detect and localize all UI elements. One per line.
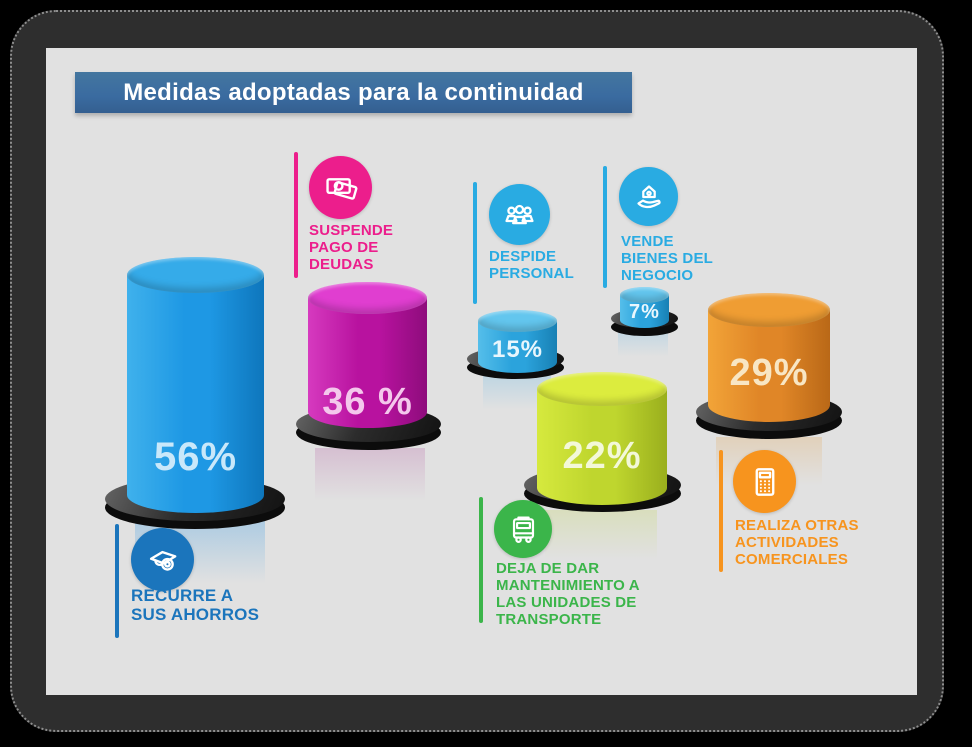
cylinder-body <box>308 298 427 428</box>
page-title: Medidas adoptadas para la continuidad <box>75 72 632 113</box>
cylinder-top <box>537 372 667 406</box>
cylinder-body <box>127 275 264 513</box>
measure-label: DEJA DE DAR MANTENIMIENTO A LAS UNIDADES… <box>496 560 640 629</box>
bar-value: 7% <box>629 301 660 323</box>
cylinder-top <box>478 310 557 332</box>
bar-value: 29% <box>729 352 809 394</box>
cylinder-body <box>537 389 667 505</box>
measure-label: RECURRE A SUS AHORROS <box>131 586 260 625</box>
calculator-glyph <box>755 467 774 496</box>
measure-label: SUSPENDE PAGO DE DEUDAS <box>309 222 394 274</box>
calculator-icon <box>733 450 796 513</box>
cylinder-body <box>708 310 830 422</box>
cylinder-top <box>708 293 830 327</box>
accent-line <box>473 182 477 304</box>
house-in-hand-icon <box>619 167 678 226</box>
people-group-icon <box>489 184 550 245</box>
accent-line <box>603 166 607 288</box>
truck-icon <box>494 500 552 558</box>
cylinder-reflection <box>315 448 425 508</box>
cylinder-top <box>127 257 264 293</box>
cylinder-top <box>620 287 669 303</box>
accent-line <box>115 524 119 638</box>
cylinder-reflection <box>618 332 668 360</box>
house-in-hand-glyph <box>636 184 661 208</box>
bar-value: 56% <box>153 435 238 479</box>
bar-value: 22% <box>562 435 642 477</box>
banknotes-icon <box>309 156 372 219</box>
accent-line <box>719 450 723 572</box>
bar-value: 15% <box>491 336 544 363</box>
coin-in-hand-glyph <box>149 550 176 571</box>
people-group-glyph <box>505 204 534 225</box>
accent-line <box>294 152 298 278</box>
bar-value: 36 % <box>322 381 413 423</box>
measure-label: REALIZA OTRAS ACTIVIDADES COMERCIALES <box>735 517 859 569</box>
cylinder-reflection <box>545 510 657 566</box>
accent-line <box>479 497 483 623</box>
banknotes-glyph <box>325 177 357 200</box>
measure-label: DESPIDE PERSONAL <box>489 248 574 283</box>
cylinder-top <box>308 282 427 314</box>
truck-glyph <box>512 515 534 543</box>
coin-in-hand-icon <box>131 528 194 591</box>
measure-label: VENDE BIENES DEL NEGOCIO <box>621 233 714 285</box>
